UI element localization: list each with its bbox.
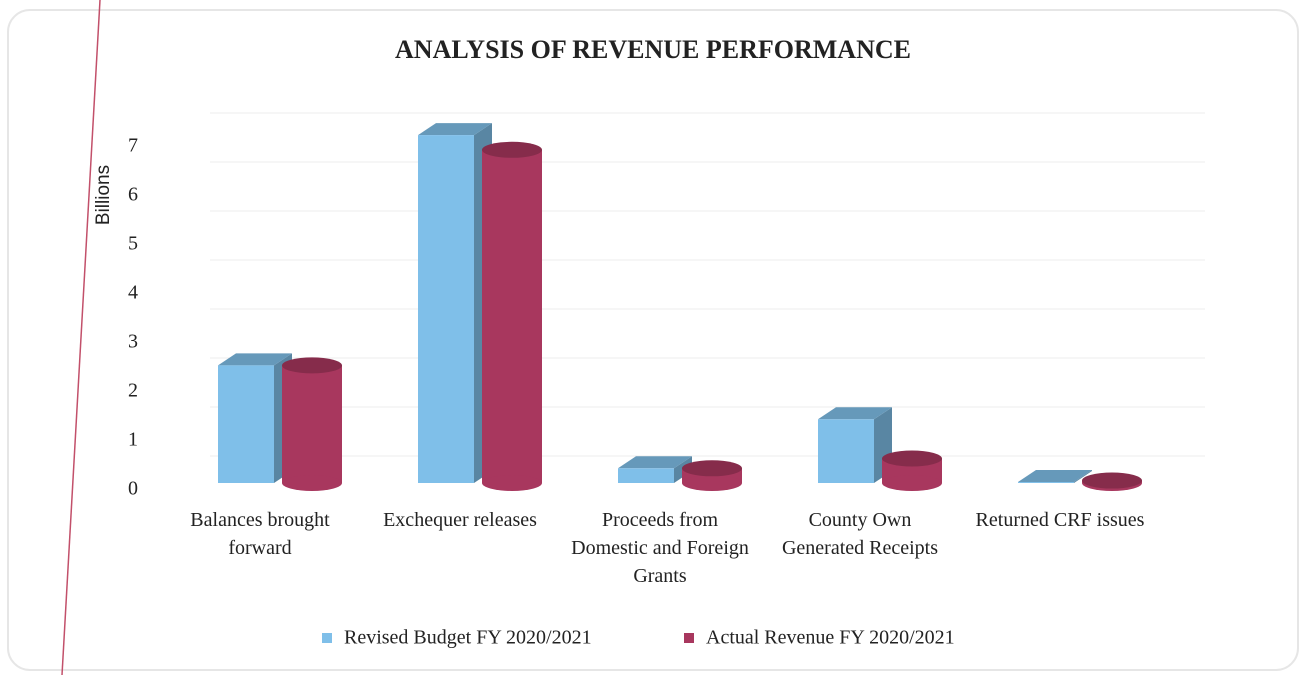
margin-line [61, 0, 101, 675]
bar-top [682, 460, 742, 477]
chart-title: ANALYSIS OF REVENUE PERFORMANCE [395, 35, 911, 64]
bar [818, 407, 892, 483]
bar [882, 450, 942, 491]
bar-top [1018, 470, 1092, 483]
bar-base [482, 475, 542, 491]
x-tick-label: Balances brought forward [190, 509, 330, 559]
bar-body [282, 365, 342, 483]
bar-base [682, 475, 742, 491]
legend-label: Actual Revenue FY 2020/2021 [706, 627, 955, 649]
bar-top [282, 357, 342, 374]
bar [682, 460, 742, 491]
y-tick-label: 1 [128, 429, 138, 451]
bar-top [882, 450, 942, 467]
y-tick-label: 7 [128, 135, 138, 157]
x-tick-label: Exchequer releases [383, 509, 537, 531]
bar-side [1074, 470, 1092, 483]
y-tick-label: 0 [128, 478, 138, 500]
bar-top [818, 407, 892, 420]
bar [418, 123, 492, 483]
x-tick-label: County Own Generated Receipts [781, 509, 939, 559]
bar-top [618, 456, 692, 469]
bar-front [218, 365, 274, 483]
y-tick-label: 6 [128, 184, 138, 206]
bar-top [218, 353, 292, 366]
bar-front [1018, 482, 1074, 483]
bar-top [1082, 472, 1142, 489]
x-tick-label: Proceeds from Domestic and Foreign Grant… [571, 509, 749, 587]
legend-swatch [322, 633, 332, 643]
bar [1082, 472, 1142, 491]
bar-base [882, 475, 942, 491]
frame [7, 9, 1299, 671]
y-tick-label: 2 [128, 380, 138, 402]
bar [482, 141, 542, 491]
bar-base [282, 475, 342, 491]
y-tick-label: 5 [128, 233, 138, 255]
bar [1018, 470, 1092, 483]
y-tick-label: 3 [128, 331, 138, 353]
bar-front [418, 135, 474, 483]
bar-front [618, 468, 674, 483]
y-tick-label: 4 [128, 282, 138, 304]
legend-label: Revised Budget FY 2020/2021 [344, 627, 592, 649]
bar [282, 357, 342, 491]
legend-swatch [684, 633, 694, 643]
bar-top [418, 123, 492, 136]
bar [218, 353, 292, 483]
y-axis-label: Billions [93, 165, 114, 225]
bar-top [482, 141, 542, 158]
x-tick-label: Returned CRF issues [975, 509, 1145, 531]
bar-front [818, 419, 874, 483]
bar-body [482, 149, 542, 484]
